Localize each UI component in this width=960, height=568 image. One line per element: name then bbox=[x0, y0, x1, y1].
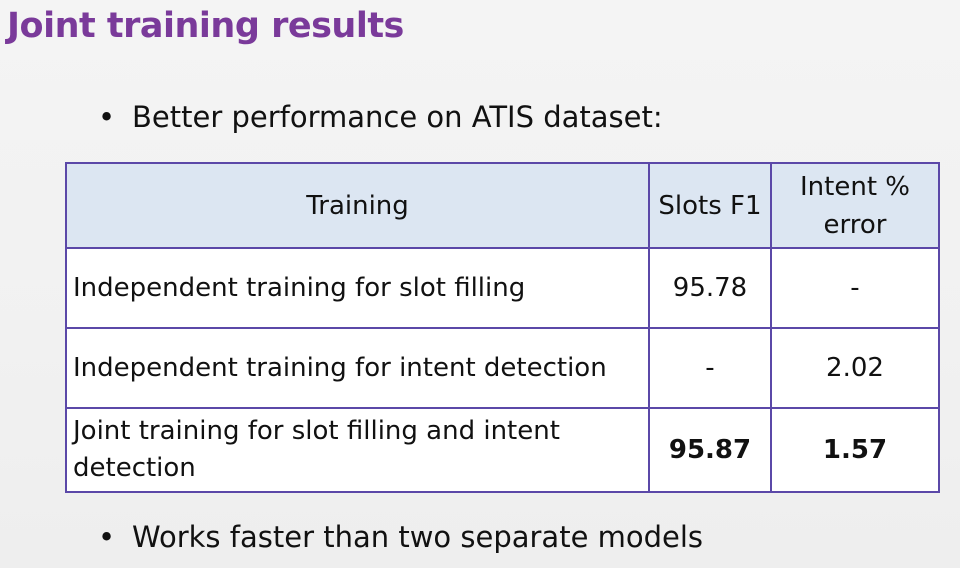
table-row: Independent training for intent detectio… bbox=[65, 327, 940, 409]
cell-slots-f1: 95.78 bbox=[648, 247, 772, 329]
cell-slots-f1: - bbox=[648, 327, 772, 409]
table-row: Independent training for slot filling 95… bbox=[65, 247, 940, 329]
cell-slots-f1: 95.87 bbox=[648, 407, 772, 493]
slide-title: Joint training results bbox=[7, 6, 404, 46]
cell-intent-error: 2.02 bbox=[770, 327, 940, 409]
bullet-text: Works faster than two separate models bbox=[132, 520, 704, 554]
header-intent-error: Intent % error bbox=[770, 162, 940, 249]
cell-intent-error: - bbox=[770, 247, 940, 329]
bullet-item: • Better performance on ATIS dataset: bbox=[98, 100, 663, 134]
table-header-row: Training Slots F1 Intent % error bbox=[65, 162, 940, 249]
bullet-text: Better performance on ATIS dataset: bbox=[132, 100, 663, 134]
bullet-item: • Works faster than two separate models bbox=[98, 520, 703, 554]
cell-intent-error: 1.57 bbox=[770, 407, 940, 493]
table-row: Joint training for slot filling and inte… bbox=[65, 407, 940, 493]
header-training: Training bbox=[65, 162, 650, 249]
bullet-glyph: • bbox=[98, 100, 116, 134]
results-table: Training Slots F1 Intent % error Indepen… bbox=[65, 162, 940, 493]
cell-training: Joint training for slot filling and inte… bbox=[65, 407, 650, 493]
header-slots-f1: Slots F1 bbox=[648, 162, 772, 249]
bullet-glyph: • bbox=[98, 520, 116, 554]
cell-training: Independent training for slot filling bbox=[65, 247, 650, 329]
cell-training: Independent training for intent detectio… bbox=[65, 327, 650, 409]
